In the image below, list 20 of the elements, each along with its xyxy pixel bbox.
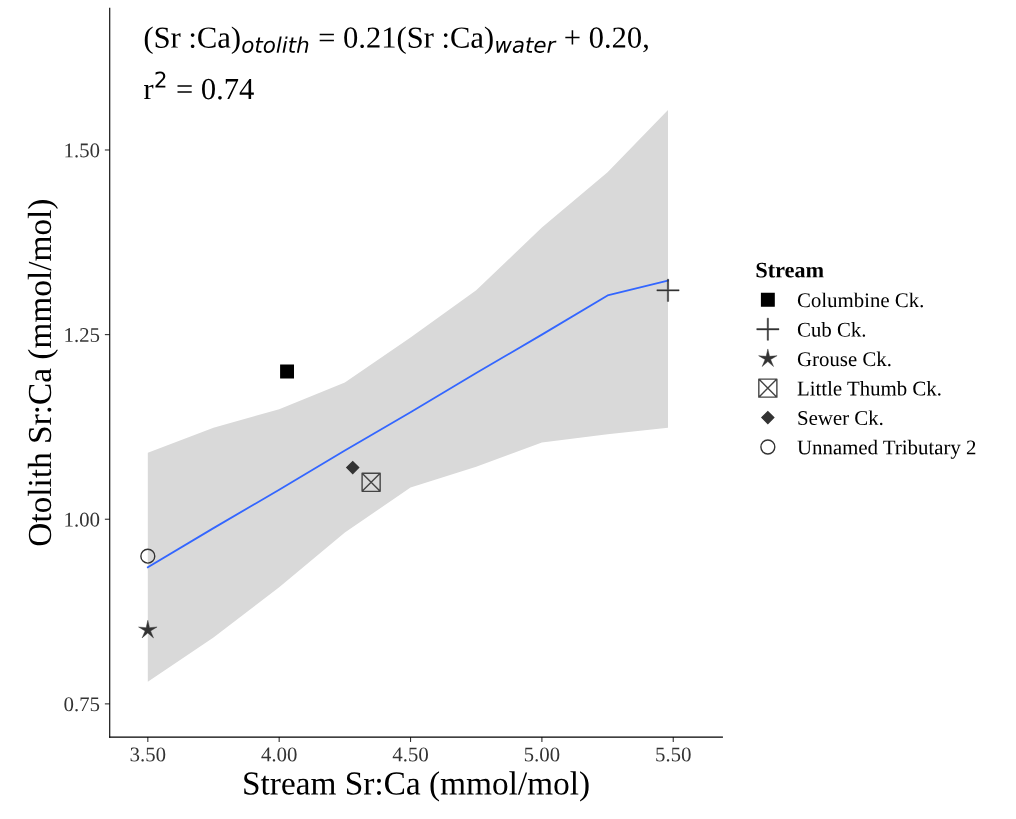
y-tick-label: 1.50 — [65, 143, 100, 158]
annotation: (Sr :Ca)$_{otolith}$ = 0.21(Sr :Ca)$_{water}$ + 0.20, — [144, 26, 648, 55]
y-tick-label: 0.75 — [64, 697, 100, 712]
y-tick-label: 1.00 — [65, 512, 100, 527]
x-tick-label: 4.00 — [261, 747, 297, 762]
legend-label: Columbine Ck. — [797, 292, 923, 308]
legend-title: Stream — [756, 262, 824, 278]
x-tick-label: 4.50 — [392, 747, 428, 762]
y-axis-title: Otolith Sr:Ca (mmol/mol) — [27, 200, 58, 546]
legend-label: Cub Ck. — [797, 322, 866, 337]
legend-label: Unnamed Tributary 2 — [797, 439, 976, 459]
annotation: r$^{2}$ = 0.74 — [144, 71, 254, 100]
legend-label: Little Thumb Ck. — [797, 380, 941, 396]
x-tick-label: 3.50 — [130, 747, 166, 762]
x-tick-label: 5.00 — [524, 747, 560, 762]
legend-label: Sewer Ck. — [798, 410, 883, 426]
x-axis-title: Stream Sr:Ca (mmol/mol) — [244, 771, 589, 802]
x-tick-label: 5.50 — [656, 747, 691, 762]
y-tick-label: 1.25 — [65, 328, 100, 343]
legend-label: Grouse Ck. — [797, 351, 891, 367]
